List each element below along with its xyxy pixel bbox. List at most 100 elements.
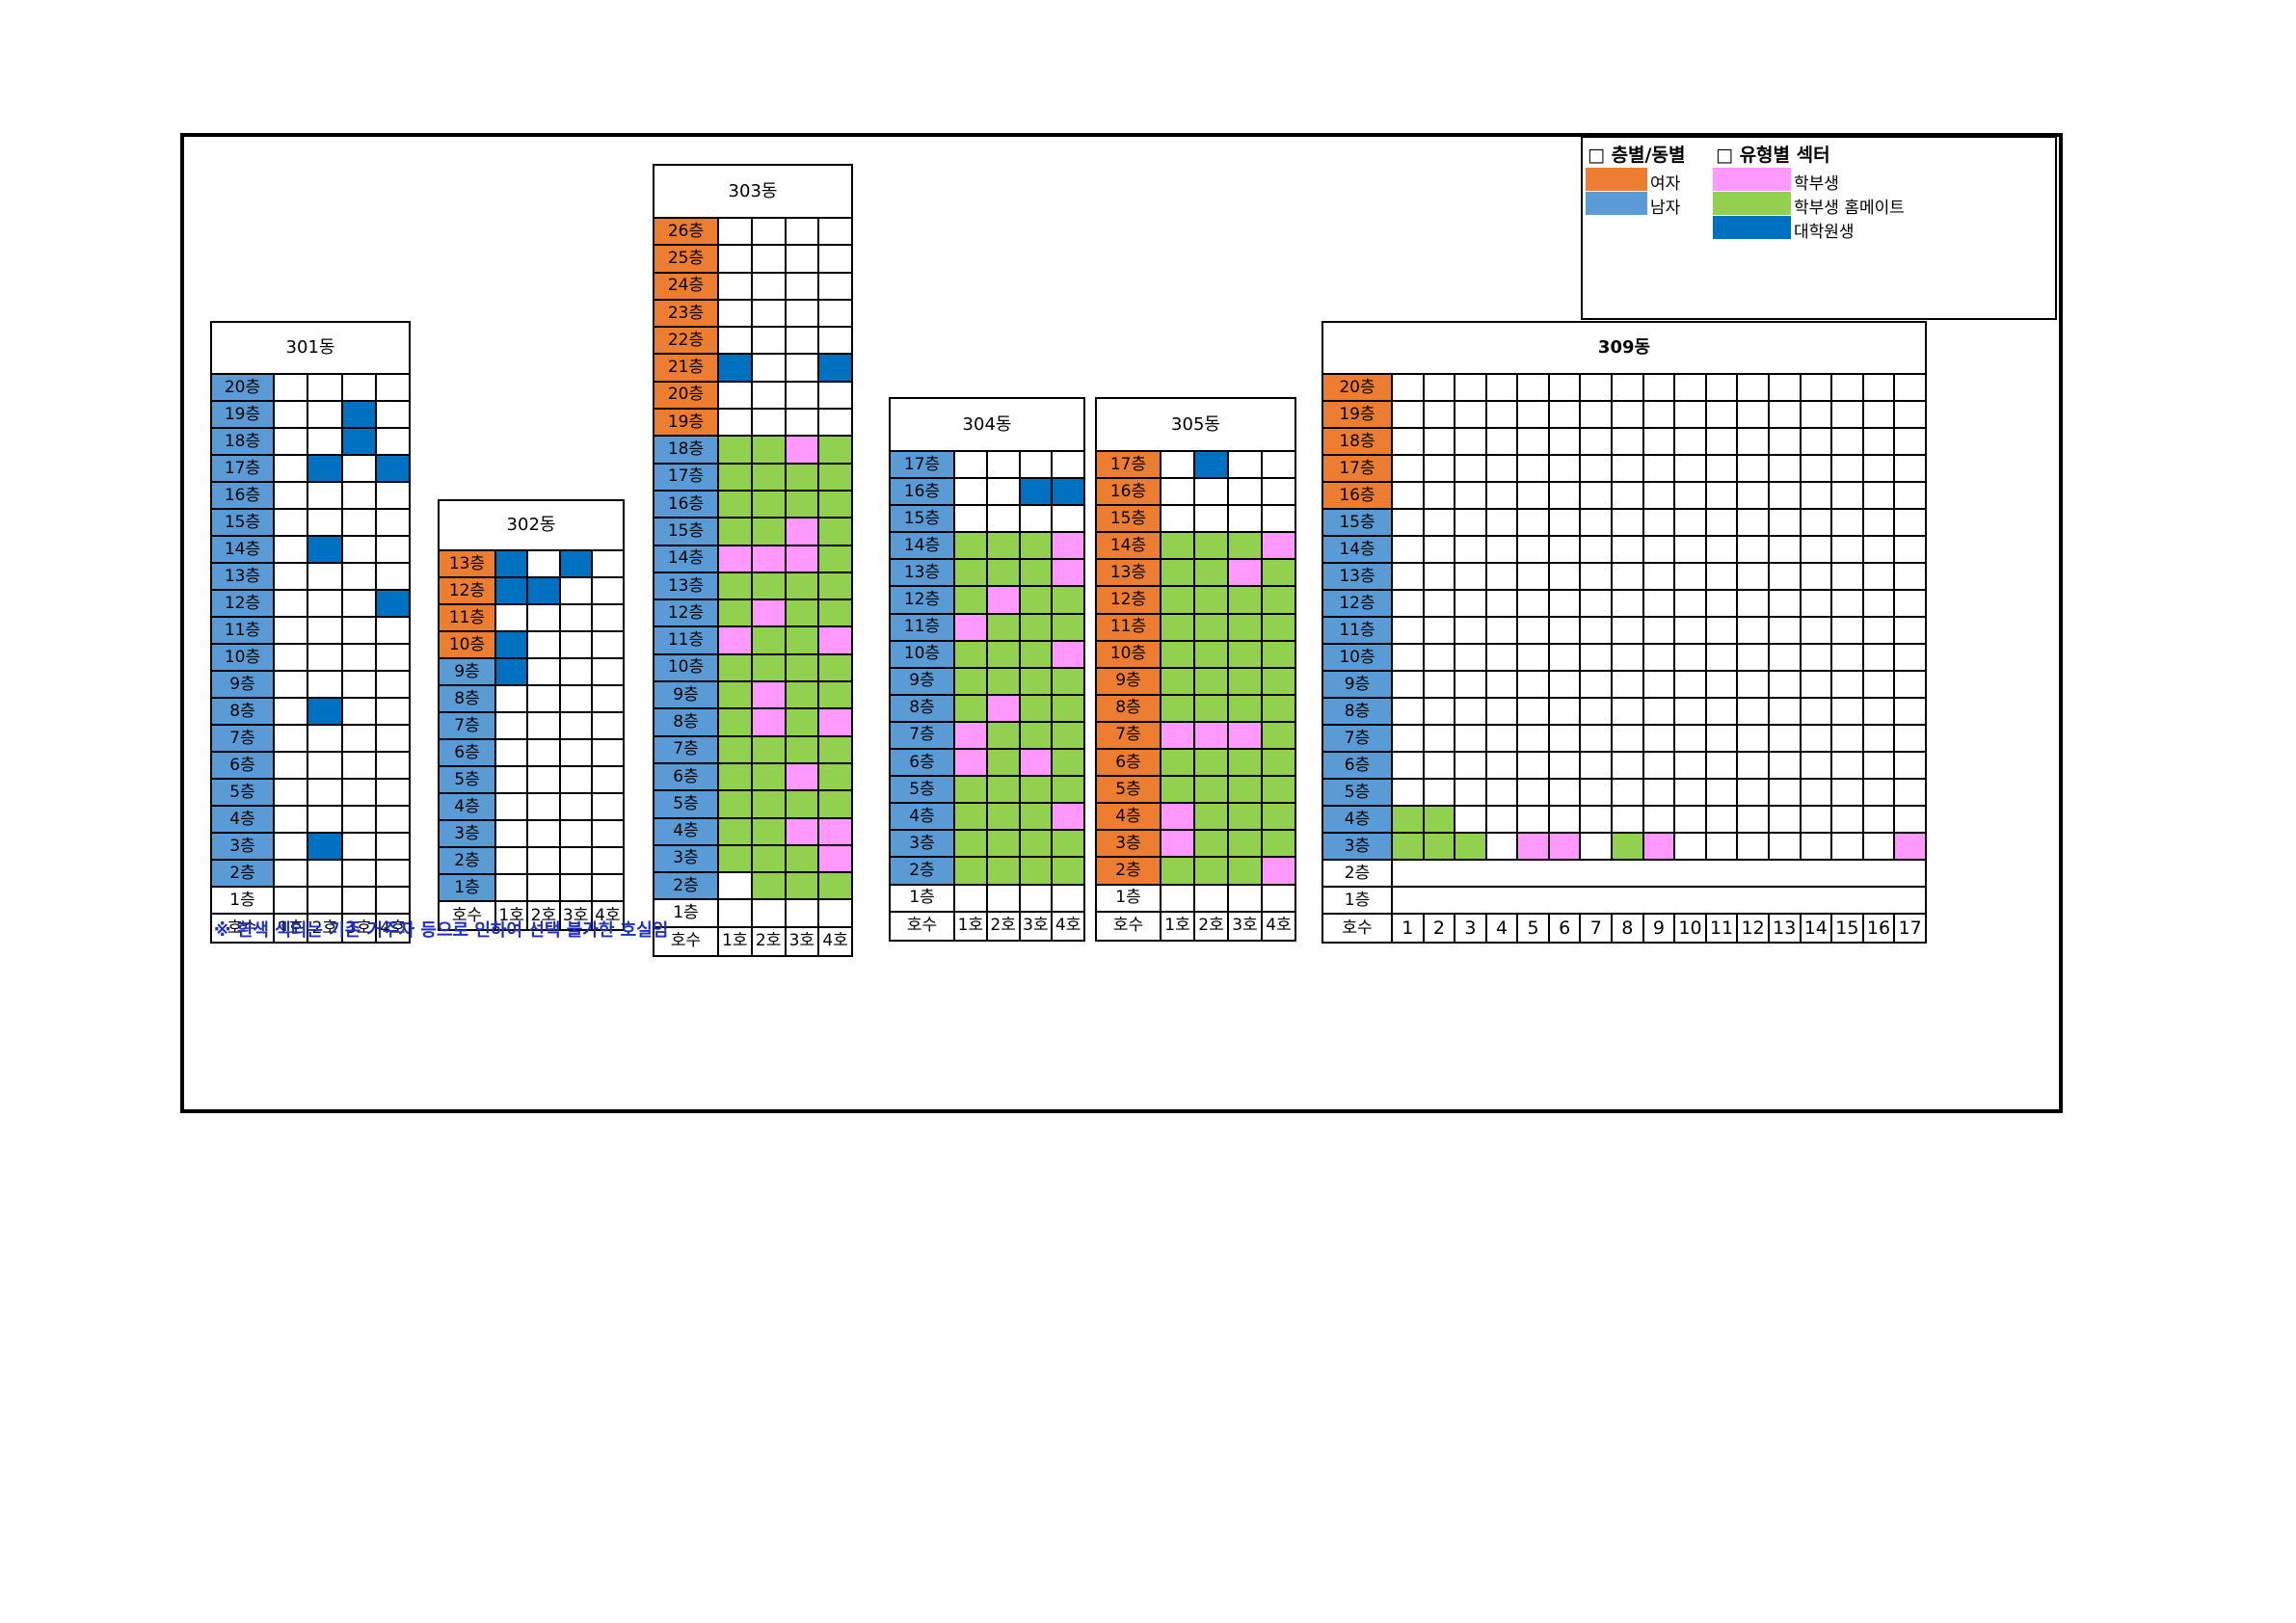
room-cell[interactable] [750, 599, 787, 628]
room-cell[interactable] [750, 625, 787, 655]
room-cell[interactable] [750, 761, 787, 792]
room-cell[interactable] [750, 707, 787, 737]
room-cell[interactable] [817, 843, 854, 874]
room-cell[interactable] [985, 720, 1021, 751]
room-cell[interactable] [1611, 832, 1644, 861]
room-cell[interactable] [1018, 802, 1054, 832]
room-cell[interactable] [953, 666, 988, 696]
room-cell[interactable] [1260, 531, 1297, 561]
room-cell[interactable] [1193, 585, 1229, 615]
room-cell[interactable] [1018, 531, 1054, 561]
room-cell[interactable] [784, 625, 820, 655]
room-cell[interactable] [1193, 693, 1229, 723]
room-cell[interactable] [1018, 477, 1054, 507]
room-cell[interactable] [494, 630, 529, 659]
room-cell[interactable] [1193, 720, 1229, 751]
room-cell[interactable] [784, 761, 820, 792]
room-cell[interactable] [985, 666, 1021, 696]
room-cell[interactable] [784, 489, 820, 519]
room-cell[interactable] [1018, 666, 1054, 696]
room-cell[interactable] [1193, 666, 1229, 696]
room-cell[interactable] [1193, 829, 1229, 859]
room-cell[interactable] [717, 625, 753, 655]
room-cell[interactable] [953, 693, 988, 723]
room-cell[interactable] [1018, 558, 1054, 588]
room-cell[interactable] [953, 639, 988, 669]
room-cell[interactable] [817, 489, 854, 519]
room-cell[interactable] [1193, 612, 1229, 642]
room-cell[interactable] [1051, 558, 1086, 588]
room-cell[interactable] [817, 816, 854, 846]
room-cell[interactable] [1018, 720, 1054, 751]
room-cell[interactable] [1260, 639, 1297, 669]
room-cell[interactable] [817, 462, 854, 492]
room-cell[interactable] [953, 829, 988, 859]
room-cell[interactable] [1516, 832, 1550, 861]
room-cell[interactable] [817, 734, 854, 764]
room-cell[interactable] [750, 652, 787, 683]
room-cell[interactable] [1018, 693, 1054, 723]
room-cell[interactable] [1260, 693, 1297, 723]
room-cell[interactable] [985, 585, 1021, 615]
room-cell[interactable] [494, 657, 529, 686]
room-cell[interactable] [985, 531, 1021, 561]
room-cell[interactable] [985, 775, 1021, 805]
room-cell[interactable] [1051, 585, 1086, 615]
room-cell[interactable] [784, 789, 820, 819]
room-cell[interactable] [1018, 639, 1054, 669]
room-cell[interactable] [1260, 720, 1297, 751]
room-cell[interactable] [817, 680, 854, 710]
room-cell[interactable] [953, 531, 988, 561]
room-cell[interactable] [374, 454, 412, 483]
room-cell[interactable] [1051, 477, 1086, 507]
room-cell[interactable] [1193, 775, 1229, 805]
room-cell[interactable] [717, 489, 753, 519]
room-cell[interactable] [307, 535, 343, 564]
room-cell[interactable] [1160, 531, 1195, 561]
room-cell[interactable] [1893, 832, 1927, 861]
room-cell[interactable] [784, 652, 820, 683]
room-cell[interactable] [784, 571, 820, 601]
room-cell[interactable] [750, 517, 787, 546]
room-cell[interactable] [953, 585, 988, 615]
room-cell[interactable] [817, 789, 854, 819]
room-cell[interactable] [1160, 829, 1195, 859]
room-cell[interactable] [307, 454, 343, 483]
room-cell[interactable] [717, 761, 753, 792]
room-cell[interactable] [1051, 639, 1086, 669]
room-cell[interactable] [494, 549, 529, 578]
room-cell[interactable] [985, 802, 1021, 832]
room-cell[interactable] [784, 435, 820, 465]
room-cell[interactable] [750, 843, 787, 874]
room-cell[interactable] [985, 748, 1021, 778]
room-cell[interactable] [750, 571, 787, 601]
room-cell[interactable] [1018, 829, 1054, 859]
room-cell[interactable] [717, 599, 753, 628]
room-cell[interactable] [1051, 612, 1086, 642]
room-cell[interactable] [558, 549, 593, 578]
room-cell[interactable] [817, 599, 854, 628]
room-cell[interactable] [1018, 856, 1054, 886]
room-cell[interactable] [784, 462, 820, 492]
room-cell[interactable] [953, 720, 988, 751]
room-cell[interactable] [750, 544, 787, 573]
room-cell[interactable] [1051, 531, 1086, 561]
room-cell[interactable] [953, 802, 988, 832]
room-cell[interactable] [1160, 720, 1195, 751]
room-cell[interactable] [1260, 558, 1297, 588]
room-cell[interactable] [1642, 832, 1676, 861]
room-cell[interactable] [1227, 612, 1263, 642]
room-cell[interactable] [1260, 829, 1297, 859]
room-cell[interactable] [985, 558, 1021, 588]
room-cell[interactable] [817, 871, 854, 901]
room-cell[interactable] [1260, 585, 1297, 615]
room-cell[interactable] [750, 734, 787, 764]
room-cell[interactable] [784, 544, 820, 573]
room-cell[interactable] [1051, 802, 1086, 832]
room-cell[interactable] [307, 697, 343, 726]
room-cell[interactable] [1227, 748, 1263, 778]
room-cell[interactable] [817, 435, 854, 465]
room-cell[interactable] [750, 816, 787, 846]
room-cell[interactable] [1260, 775, 1297, 805]
room-cell[interactable] [717, 816, 753, 846]
